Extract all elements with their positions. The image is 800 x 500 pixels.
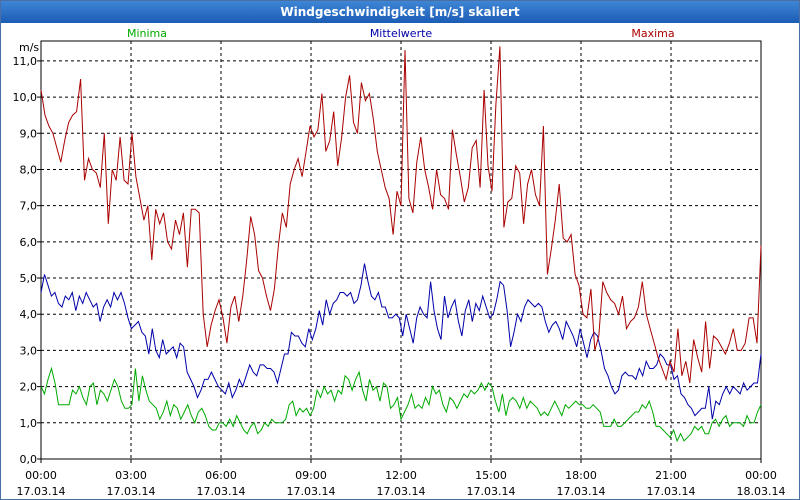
- x-tick-date: 17.03.14: [647, 485, 696, 498]
- y-tick-label: 4,0: [20, 308, 38, 321]
- x-tick-date: 17.03.14: [377, 485, 426, 498]
- labels: 0,0 1,0 2,0 3,0 4,0 5,0 6,0 7,0 8,0 9,0 10,0 11,0 00…: [13, 27, 786, 498]
- x-tick-time: 18:00: [565, 469, 597, 482]
- x-tick-date: 17.03.14: [467, 485, 516, 498]
- legend-mittelwerte: Mittelwerte: [370, 27, 433, 40]
- x-tick-time: 00:00: [25, 469, 57, 482]
- x-tick-date: 17.03.14: [287, 485, 336, 498]
- x-tick-date: 17.03.14: [107, 485, 156, 498]
- x-tick-date: 17.03.14: [17, 485, 66, 498]
- series-line-minima: [40, 366, 762, 443]
- series: [40, 46, 762, 443]
- x-tick-time: 00:00: [745, 469, 777, 482]
- y-axis-label: m/s: [19, 41, 39, 54]
- series-line-maxima: [40, 46, 762, 384]
- y-tick-label: 1,0: [20, 417, 38, 430]
- window-title: Windgeschwindigkeit [m/s] skaliert: [1, 1, 799, 23]
- y-tick-label: 9,0: [20, 127, 38, 140]
- y-tick-label: 2,0: [20, 381, 38, 394]
- series-line-mittelwerte: [40, 263, 762, 420]
- y-tick-label: 6,0: [20, 236, 38, 249]
- legend-minima: Minima: [127, 27, 167, 40]
- axes: [37, 40, 762, 463]
- y-tick-label: 11,0: [13, 55, 38, 68]
- x-tick-time: 21:00: [655, 469, 687, 482]
- x-tick-time: 03:00: [115, 469, 147, 482]
- y-tick-label: 10,0: [13, 91, 38, 104]
- x-tick-time: 09:00: [295, 469, 327, 482]
- grid: [41, 41, 761, 459]
- x-tick-date: 17.03.14: [197, 485, 246, 498]
- x-tick-time: 15:00: [475, 469, 507, 482]
- legend-maxima: Maxima: [631, 27, 674, 40]
- y-tick-label: 7,0: [20, 200, 38, 213]
- x-tick-time: 12:00: [385, 469, 417, 482]
- x-tick-date: 18.03.14: [737, 485, 786, 498]
- y-tick-label: 8,0: [20, 163, 38, 176]
- x-tick-time: 06:00: [205, 469, 237, 482]
- x-tick-date: 17.03.14: [557, 485, 606, 498]
- y-tick-label: 0,0: [20, 453, 38, 466]
- chart-canvas: 0,0 1,0 2,0 3,0 4,0 5,0 6,0 7,0 8,0 9,0 10,0 11,0 00…: [13, 27, 786, 498]
- y-tick-label: 3,0: [20, 344, 38, 357]
- y-tick-label: 5,0: [20, 272, 38, 285]
